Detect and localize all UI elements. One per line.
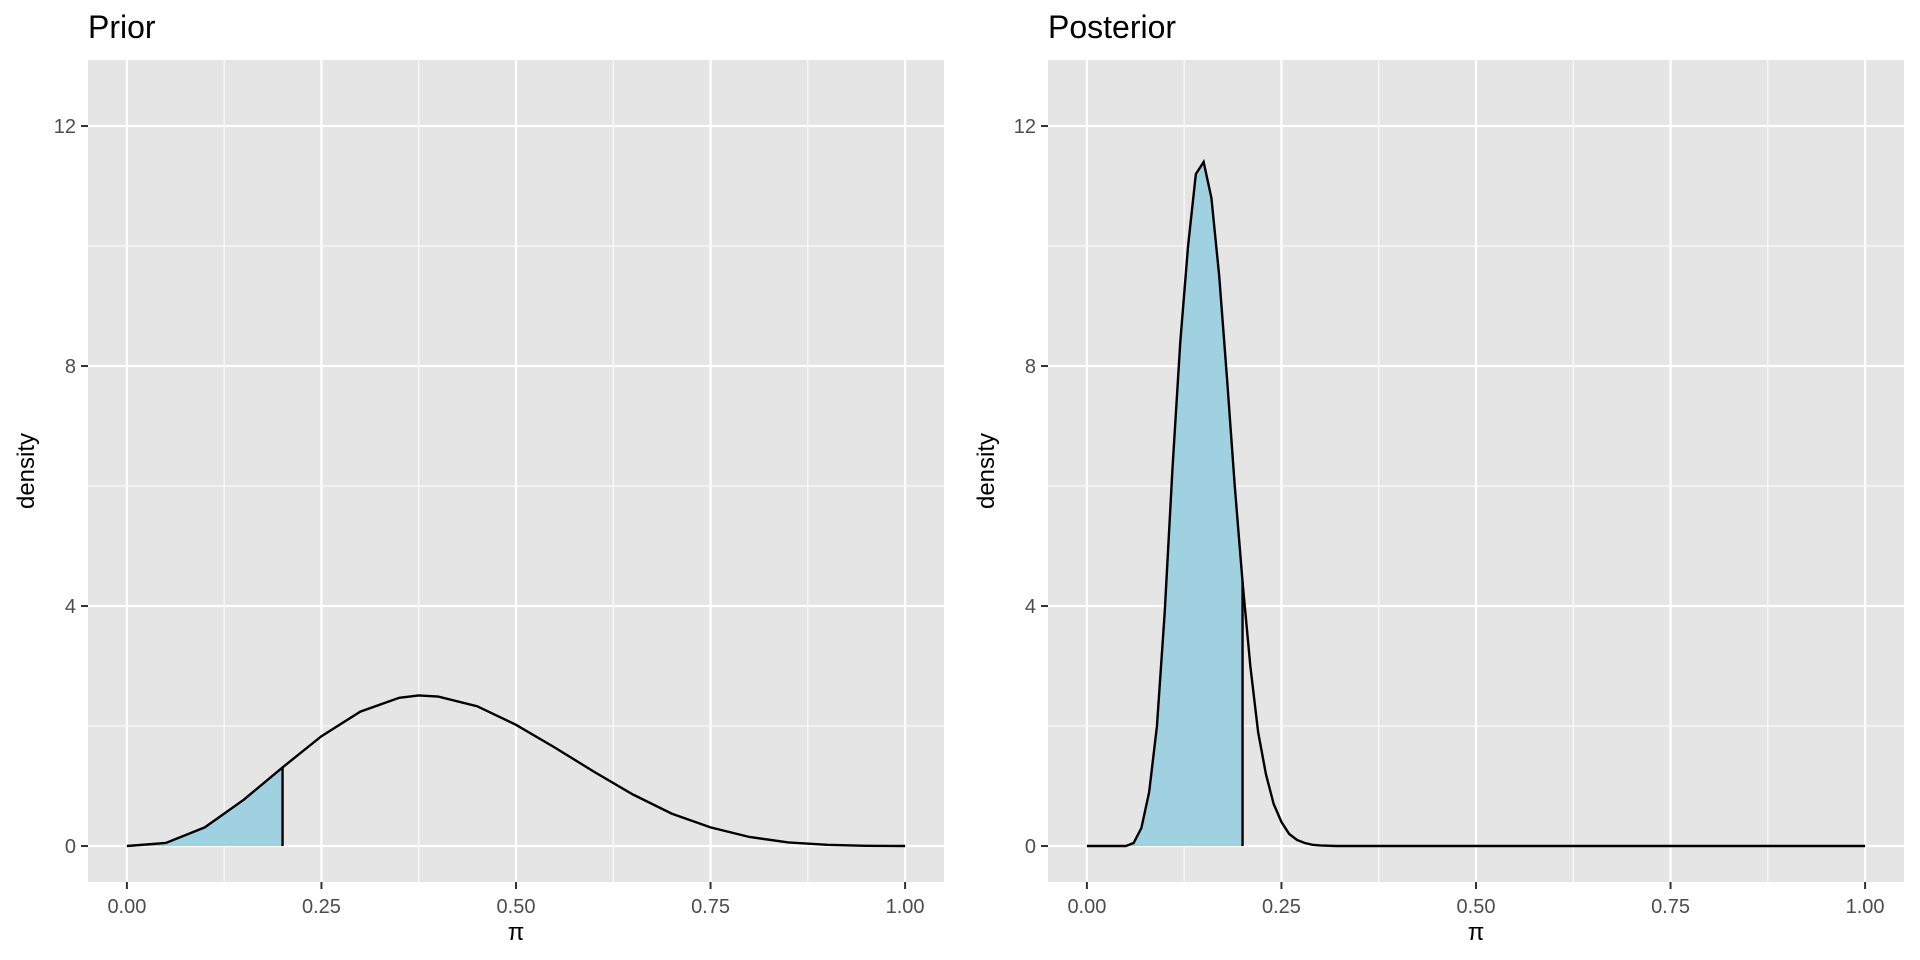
prior-grid [88,60,944,882]
prior-x-tick-label: 0.75 [691,896,730,918]
prior-y-axis: 0 4 8 12 [54,116,88,858]
prior-y-tick-label: 4 [65,596,76,618]
posterior-y-tick-label: 8 [1025,356,1036,378]
prior-y-axis-title: density [13,433,40,509]
posterior-y-tick-label: 0 [1025,836,1036,858]
posterior-x-tick-label: 0.75 [1651,896,1690,918]
posterior-title: Posterior [1048,9,1176,45]
prior-density-curve [126,694,906,848]
posterior-y-axis-title: density [973,433,1000,509]
posterior-y-axis: 0 4 8 12 [1014,116,1048,858]
posterior-x-axis: 0.00 0.25 0.50 0.75 1.00 [1067,882,1885,918]
prior-x-tick-label: 0.25 [302,896,341,918]
posterior-x-axis-title: π [1468,919,1485,946]
prior-panel: Prior 0 4 8 12 0.00 0.25 0.50 0.75 1.00 π densi… [13,9,944,946]
prior-x-tick-label: 1.00 [886,896,925,918]
prior-x-axis-title: π [508,919,525,946]
prior-title: Prior [88,9,156,45]
posterior-x-tick-label: 0.50 [1457,896,1496,918]
prior-y-tick-label: 0 [65,836,76,858]
posterior-y-tick-label: 12 [1014,116,1036,138]
posterior-y-tick-label: 4 [1025,596,1036,618]
posterior-panel: Posterior 0 4 8 12 0.00 0.25 0.50 0.75 1.00 π d… [973,9,1904,946]
prior-y-tick-label: 8 [65,356,76,378]
prior-x-tick-label: 0.50 [497,896,536,918]
posterior-x-tick-label: 0.25 [1262,896,1301,918]
posterior-x-tick-label: 1.00 [1846,896,1885,918]
posterior-shaded-area [1086,162,1243,846]
prior-x-tick-label: 0.00 [107,896,146,918]
posterior-density-curve [1086,158,1866,848]
prior-y-tick-label: 12 [54,116,76,138]
prior-shaded-area [126,767,283,846]
prior-x-axis: 0.00 0.25 0.50 0.75 1.00 [107,882,925,918]
posterior-x-tick-label: 0.00 [1067,896,1106,918]
